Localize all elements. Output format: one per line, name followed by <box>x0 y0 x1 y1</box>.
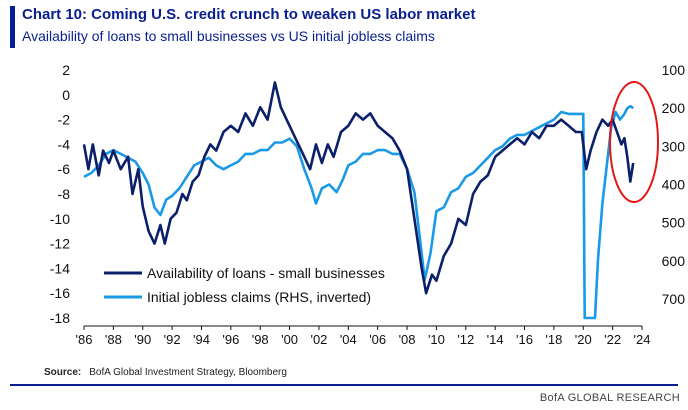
x-tick-label: '06 <box>369 332 386 347</box>
left-axis: 2 0 -2 -4 -6 -8 -10 -12 -14 -16 -18 <box>50 62 70 326</box>
x-tick-label: '86 <box>76 332 93 347</box>
right-tick-label: 600 <box>662 253 686 269</box>
brand-label: BofA GLOBAL RESEARCH <box>539 392 680 404</box>
x-tick-label: '22 <box>604 332 621 347</box>
right-tick-label: 200 <box>662 100 686 116</box>
x-tick-label: '18 <box>545 332 562 347</box>
left-tick-label: -6 <box>58 161 71 177</box>
x-tick-label: '04 <box>340 332 357 347</box>
x-tick-label: '88 <box>105 332 122 347</box>
title-accent-bar <box>10 6 15 48</box>
series-lines <box>82 81 635 320</box>
left-tick-label: -18 <box>50 310 70 326</box>
x-tick-label: '24 <box>634 332 651 347</box>
source-note: Source: BofA Global Investment Strategy, … <box>44 367 287 378</box>
left-tick-label: 2 <box>62 62 70 78</box>
right-tick-label: 700 <box>662 291 686 307</box>
left-tick-label: -14 <box>50 260 70 276</box>
left-tick-label: -8 <box>58 186 71 202</box>
left-tick-label: -2 <box>58 112 71 128</box>
x-tick-label: '20 <box>575 332 592 347</box>
x-tick-label: '98 <box>252 332 269 347</box>
footer-rule <box>10 384 678 386</box>
x-tick-label: '94 <box>193 332 210 347</box>
source-label: Source: <box>44 367 82 378</box>
x-tick-label: '96 <box>222 332 239 347</box>
x-tick-label: '08 <box>399 332 416 347</box>
x-tick-label: '10 <box>428 332 445 347</box>
left-tick-label: -4 <box>58 136 71 152</box>
source-text: BofA Global Investment Strategy, Bloombe… <box>89 367 287 378</box>
chart-svg: 2 0 -2 -4 -6 -8 -10 -12 -14 -16 -18 100 200 300 400 50… <box>50 62 686 347</box>
x-tick-label: '02 <box>310 332 327 347</box>
x-tick-label: '16 <box>516 332 533 347</box>
jobless-claims-line <box>83 104 634 320</box>
x-axis: '86 '88 '90 '92 '94 '96 '98 '00 '02 '04 '06 '08 '10 '… <box>76 325 651 347</box>
legend: Availability of loans - small businesses… <box>104 265 385 305</box>
x-tick-label: '92 <box>164 332 181 347</box>
x-tick-label: '12 <box>457 332 474 347</box>
highlight-ellipse <box>609 81 659 203</box>
chart-title: Chart 10: Coming U.S. credit crunch to w… <box>22 6 476 23</box>
left-tick-label: 0 <box>62 87 70 103</box>
x-tick-label: '00 <box>281 332 298 347</box>
right-tick-label: 100 <box>662 62 686 78</box>
left-tick-label: -16 <box>50 285 70 301</box>
right-tick-label: 300 <box>662 138 686 154</box>
loan-availability-line <box>82 81 635 295</box>
right-tick-label: 400 <box>662 176 686 192</box>
left-tick-label: -12 <box>50 236 70 252</box>
chart-subtitle: Availability of loans to small businesse… <box>22 28 435 44</box>
legend-label: Initial jobless claims (RHS, inverted) <box>147 289 371 305</box>
right-tick-label: 500 <box>662 215 686 231</box>
left-tick-label: -10 <box>50 211 70 227</box>
legend-label: Availability of loans - small businesses <box>147 265 385 281</box>
right-axis: 100 200 300 400 500 600 700 <box>662 62 686 307</box>
x-tick-label: '14 <box>487 332 504 347</box>
x-tick-label: '90 <box>134 332 151 347</box>
